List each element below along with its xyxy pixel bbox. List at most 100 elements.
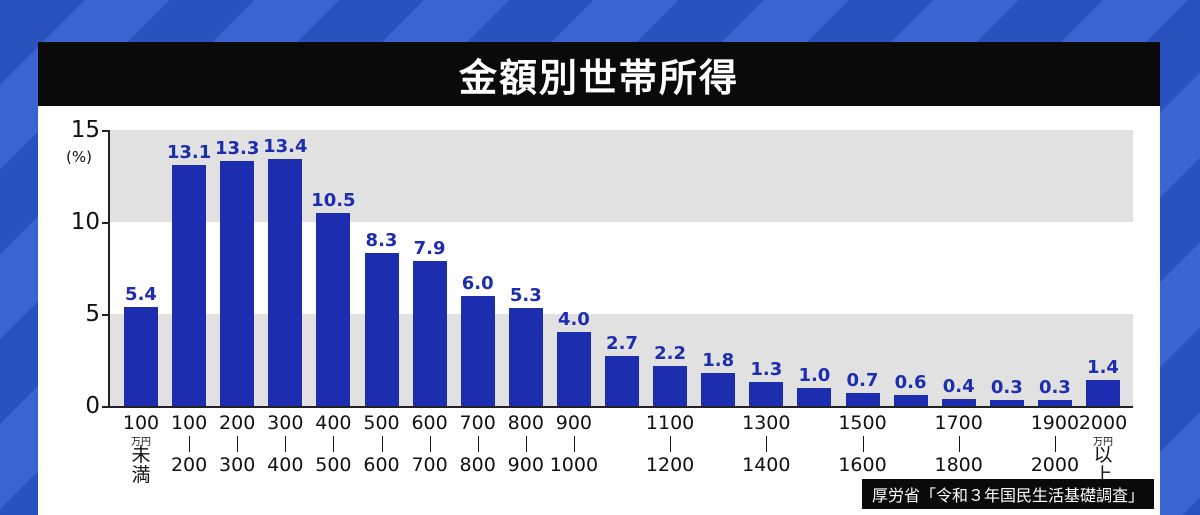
x-tick-separator xyxy=(381,436,383,452)
x-tick-label: 300 xyxy=(219,454,256,476)
bar xyxy=(989,400,1024,406)
x-tick-separator xyxy=(429,436,431,452)
x-tick-separator xyxy=(573,436,575,452)
bar xyxy=(701,372,736,406)
bar xyxy=(220,161,255,406)
x-tick-label: 400 xyxy=(267,454,304,476)
y-tick-label: 5 xyxy=(85,301,100,327)
data-label: 0.7 xyxy=(846,370,879,392)
data-label: 4.0 xyxy=(557,309,590,331)
x-tick-separator xyxy=(862,436,864,452)
data-label: 1.0 xyxy=(798,364,831,386)
bar xyxy=(845,393,880,406)
bar xyxy=(412,260,447,406)
data-label: 2.7 xyxy=(606,333,638,355)
y-unit-label: (%) xyxy=(66,148,92,166)
data-label: 1.3 xyxy=(750,359,783,381)
x-tick-label: 1500 xyxy=(838,412,887,434)
x-tick-label: 2000 xyxy=(1030,454,1080,476)
x-tick-label: 400 xyxy=(315,412,352,434)
bar xyxy=(941,398,976,406)
bar xyxy=(1086,380,1120,406)
x-tick-separator xyxy=(525,436,527,452)
x-tick-label: 500 xyxy=(315,454,352,476)
y-tick-mark xyxy=(102,314,108,316)
x-tick-label: 1100 xyxy=(645,412,695,434)
x-tick-label: 200 xyxy=(170,454,208,476)
x-tick-label: 1000 xyxy=(549,454,599,476)
chart-title: 金額別世帯所得 xyxy=(38,42,1160,106)
x-tick-label: 300 xyxy=(267,412,304,434)
x-tick-separator xyxy=(189,436,191,452)
data-label: 5.4 xyxy=(125,283,157,305)
data-label: 13.1 xyxy=(166,141,212,163)
y-tick-label: 0 xyxy=(85,393,100,419)
bar xyxy=(124,306,158,406)
x-tick-separator xyxy=(958,436,960,452)
y-axis-line xyxy=(108,130,110,406)
y-tick-mark xyxy=(102,406,108,408)
x-tick-separator xyxy=(766,436,768,452)
data-label: 13.4 xyxy=(263,136,308,158)
data-label: 0.6 xyxy=(894,371,927,393)
chart-card xyxy=(38,42,1160,515)
x-tick-separator xyxy=(237,436,239,452)
y-tick-label: 15 xyxy=(70,117,100,143)
x-tick-label: 1700 xyxy=(934,412,983,434)
data-label: 1.4 xyxy=(1087,357,1119,379)
x-tick-separator xyxy=(285,436,287,452)
x-tick-label: 700 xyxy=(411,454,448,476)
data-label: 5.3 xyxy=(509,285,542,307)
bar xyxy=(605,356,639,406)
data-label: 10.5 xyxy=(311,189,356,211)
y-tick-mark xyxy=(102,222,108,224)
x-tick-label: 500 xyxy=(363,412,400,434)
x-tick-label: 600 xyxy=(411,412,448,434)
bar xyxy=(653,365,688,406)
source-caption: 厚労省「令和３年国民生活基礎調査」 xyxy=(861,479,1154,509)
x-tick-label: 1200 xyxy=(645,454,695,476)
bar xyxy=(556,332,591,406)
bar xyxy=(172,164,207,406)
x-tick-label: 100 xyxy=(122,412,160,434)
x-tick-label: 2000 xyxy=(1078,412,1128,434)
data-label: 7.9 xyxy=(413,237,446,259)
x-tick-label: 1900 xyxy=(1030,412,1080,434)
data-label: 0.3 xyxy=(1038,377,1071,399)
bar xyxy=(268,159,303,406)
x-tick-label: 800 xyxy=(507,412,544,434)
x-tick-label: 1300 xyxy=(742,412,791,434)
bar xyxy=(364,253,399,406)
bar xyxy=(749,382,784,406)
x-tick-label: 700 xyxy=(459,412,496,434)
x-tick-label: 100 xyxy=(170,412,208,434)
bar xyxy=(1037,400,1072,406)
data-label: 0.4 xyxy=(942,375,975,397)
bar xyxy=(316,212,351,406)
x-tick-separator xyxy=(333,436,335,452)
y-tick-mark xyxy=(102,130,108,132)
x-tick-label: 未 満 xyxy=(131,444,151,486)
data-label: 1.8 xyxy=(702,349,735,371)
y-tick-label: 10 xyxy=(70,209,100,235)
data-label: 0.3 xyxy=(990,377,1023,399)
x-tick-separator xyxy=(670,436,672,452)
x-tick-label: 900 xyxy=(555,412,593,434)
bar xyxy=(893,394,928,406)
x-tick-label: 1600 xyxy=(838,454,887,476)
x-tick-label: 900 xyxy=(507,454,544,476)
bar xyxy=(508,308,543,406)
x-tick-label: 1400 xyxy=(742,454,791,476)
x-tick-separator xyxy=(1054,436,1056,452)
x-axis-line xyxy=(108,406,1133,408)
data-label: 8.3 xyxy=(365,230,398,252)
x-tick-label: 800 xyxy=(459,454,496,476)
data-label: 6.0 xyxy=(461,272,494,294)
x-tick-unit: 万円 xyxy=(1093,437,1113,448)
data-label: 2.2 xyxy=(654,342,687,364)
bar xyxy=(460,295,495,406)
x-tick-separator xyxy=(477,436,479,452)
x-tick-label: 1800 xyxy=(934,454,983,476)
x-tick-unit: 万円 xyxy=(131,437,151,448)
x-tick-label: 600 xyxy=(363,454,400,476)
